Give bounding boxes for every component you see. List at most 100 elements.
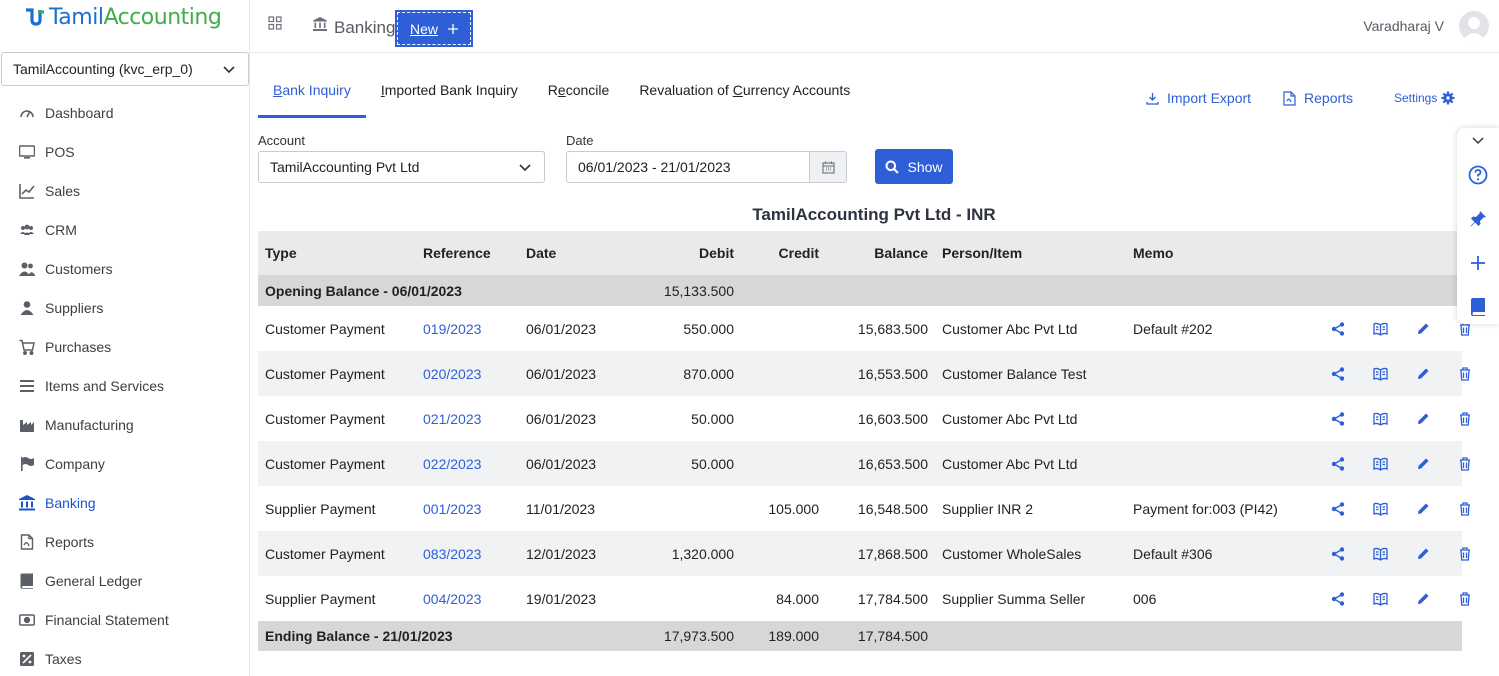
tab-bank-inquiry[interactable]: Bank Inquiry [258,78,366,118]
ending-balance-amount: 17,784.500 [857,628,928,644]
reference-link[interactable]: 001/2023 [423,500,482,517]
reference-link[interactable]: 019/2023 [423,320,482,337]
delete-icon[interactable] [1457,486,1473,531]
sidebar-item-banking[interactable]: Banking [0,483,249,522]
sidebar-item-company[interactable]: Company [0,444,249,483]
company-select[interactable]: TamilAccounting (kvc_erp_0) [1,52,249,86]
sidebar-item-purchases[interactable]: Purchases [0,327,249,366]
edit-icon[interactable] [1415,396,1431,441]
journal-view-icon[interactable] [1372,576,1388,621]
delete-icon[interactable] [1457,396,1473,441]
tab-label-accesskey: I [380,82,385,98]
journal-view-icon[interactable] [1372,306,1388,351]
tab-label: Revaluation of [639,82,733,98]
show-button[interactable]: Show [875,149,953,184]
account-select[interactable]: TamilAccounting Pvt Ltd [258,151,545,183]
opening-balance-label: Opening Balance - 06/01/2023 [265,282,462,299]
delete-icon[interactable] [1457,531,1473,576]
header-credit: Credit [778,245,819,261]
user-group-icon [19,261,35,277]
table-row: Customer Payment 06/01/2023 50.000 16,603.5… [258,396,1470,441]
user-name[interactable]: Varadharaj V [1363,18,1444,34]
tab-reconcile[interactable]: Reconcile [533,78,625,118]
sidebar-item-label: Customers [45,260,113,277]
avatar[interactable] [1459,11,1489,41]
delete-icon[interactable] [1457,441,1473,486]
edit-icon[interactable] [1415,306,1431,351]
cell-person-item: Customer WholeSales [942,545,1082,562]
reference-link[interactable]: 021/2023 [423,410,482,427]
sidebar-item-customers[interactable]: Customers [0,249,249,288]
sidebar-item-pos[interactable]: POS [0,132,249,171]
cell-person-item: Supplier INR 2 [942,500,1034,517]
edit-icon[interactable] [1415,531,1431,576]
edit-icon[interactable] [1415,486,1431,531]
apps-grid-icon[interactable] [268,16,282,33]
bank-ledger-table: Type Reference Date Debit Credit Balance… [258,231,1470,651]
share-icon[interactable] [1330,351,1346,396]
edit-icon[interactable] [1415,351,1431,396]
edit-icon[interactable] [1415,441,1431,486]
factory-icon [19,417,35,433]
journal-view-icon[interactable] [1372,441,1388,486]
reference-link[interactable]: 020/2023 [423,365,482,382]
share-icon[interactable] [1330,306,1346,351]
file-icon [19,533,35,550]
journal-view-icon[interactable] [1372,396,1388,441]
pin-icon[interactable] [1468,209,1488,229]
download-icon [1146,92,1159,105]
sidebar-item-financial-statement[interactable]: Financial Statement [0,600,249,639]
journal-view-icon[interactable] [1372,351,1388,396]
money-icon [19,612,35,628]
table-row: Customer Payment 06/01/2023 550.000 15,683.… [258,306,1470,351]
reference-link[interactable]: 004/2023 [423,590,482,607]
collapse-chevron-icon[interactable] [1468,130,1488,150]
cell-reference: 020/2023 [423,351,481,396]
sidebar-item-sales[interactable]: Sales [0,171,249,210]
settings-link[interactable]: Settings [1394,91,1455,105]
sidebar-item-reports[interactable]: Reports [0,522,249,561]
cell-date: 06/01/2023 [526,455,597,472]
journal-view-icon[interactable] [1372,531,1388,576]
sidebar-item-taxes[interactable]: Taxes [0,639,249,676]
app-logo[interactable]: TamilAccounting [24,4,222,30]
cell-reference: 001/2023 [423,486,481,531]
cell-memo: Default #306 [1133,545,1213,562]
share-icon[interactable] [1330,396,1346,441]
cell-date: 06/01/2023 [526,410,597,427]
book-icon[interactable] [1468,297,1488,317]
sidebar-item-items-and-services[interactable]: Items and Services [0,366,249,405]
tab-revaluation[interactable]: Revaluation of Currency Accounts [624,78,865,118]
add-icon[interactable] [1468,253,1488,273]
sidebar-item-suppliers[interactable]: Suppliers [0,288,249,327]
sidebar-item-crm[interactable]: CRM [0,210,249,249]
share-icon[interactable] [1330,576,1346,621]
date-range-input[interactable]: 06/01/2023 - 21/01/2023 [566,151,810,183]
cell-type: Supplier Payment [265,500,376,517]
cell-reference: 021/2023 [423,396,481,441]
import-export-link[interactable]: Import Export [1146,90,1251,106]
journal-view-icon[interactable] [1372,486,1388,531]
sidebar-item-dashboard[interactable]: Dashboard [0,93,249,132]
share-icon[interactable] [1330,441,1346,486]
delete-icon[interactable] [1457,351,1473,396]
share-icon[interactable] [1330,486,1346,531]
header-person-item: Person/Item [942,245,1023,261]
cell-balance: 16,548.500 [857,500,928,517]
sidebar-item-manufacturing[interactable]: Manufacturing [0,405,249,444]
account-select-value: TamilAccounting Pvt Ltd [270,159,420,175]
edit-icon[interactable] [1415,576,1431,621]
new-button[interactable]: New [395,10,473,47]
ending-balance-label: Ending Balance - 21/01/2023 [265,628,453,644]
cell-balance: 16,603.500 [857,410,928,427]
reports-link[interactable]: Reports [1283,90,1353,106]
reference-link[interactable]: 083/2023 [423,545,482,562]
reference-link[interactable]: 022/2023 [423,455,482,472]
help-icon[interactable] [1468,165,1488,185]
sidebar-item-general-ledger[interactable]: General Ledger [0,561,249,600]
delete-icon[interactable] [1457,576,1473,621]
calendar-button[interactable] [809,151,847,183]
share-icon[interactable] [1330,531,1346,576]
tab-imported-bank-inquiry[interactable]: Imported Bank Inquiry [366,78,533,118]
page-title: Banking [334,18,396,37]
